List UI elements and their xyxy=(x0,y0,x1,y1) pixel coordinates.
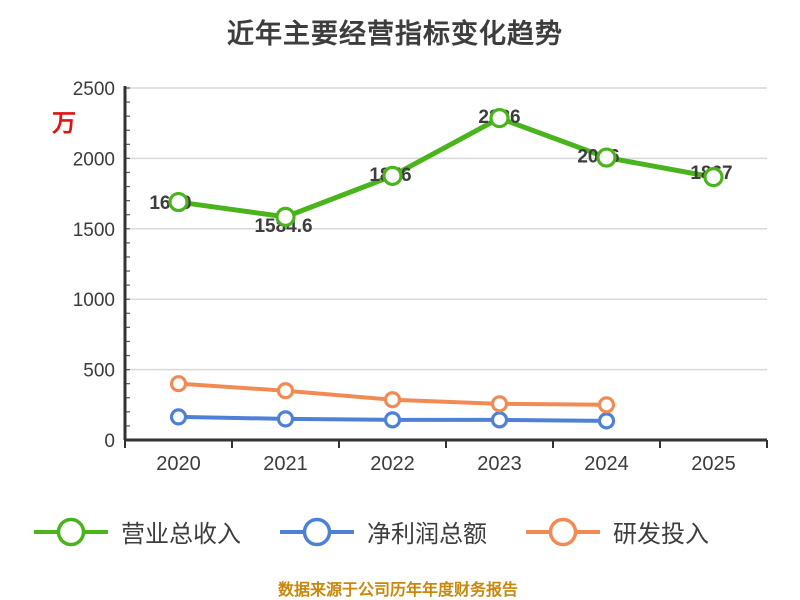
series-lines xyxy=(176,115,716,423)
chart-title: 近年主要经营指标变化趋势 xyxy=(227,19,563,49)
legend-item-series3[interactable]: 研发投入 xyxy=(523,514,709,549)
svg-text:2020: 2020 xyxy=(156,453,201,475)
line-circle-marker-icon xyxy=(280,517,354,546)
data-labels: 16901584.61876228620061867 xyxy=(149,107,732,237)
svg-text:2500: 2500 xyxy=(73,79,115,100)
line-circle-marker-icon xyxy=(34,517,108,546)
axes: 0 500 1000 1500 2000 2500 2020 2021 2022 2023 2024… xyxy=(73,79,768,475)
series-markers xyxy=(168,108,724,430)
legend-label-series2: 净利润总额 xyxy=(367,521,487,548)
svg-text:500: 500 xyxy=(83,361,115,382)
svg-text:2021: 2021 xyxy=(263,453,308,475)
svg-text:2000: 2000 xyxy=(73,149,115,170)
svg-text:2023: 2023 xyxy=(477,453,522,475)
svg-text:2024: 2024 xyxy=(584,453,629,475)
svg-text:0: 0 xyxy=(104,431,115,452)
gridlines xyxy=(125,87,767,371)
legend-label-series3: 研发投入 xyxy=(613,521,709,548)
chart-legend: 营业总收入 净利润总额 研发投入 xyxy=(0,514,740,549)
data-source-note: 数据来源于公司历年年度财务报告 xyxy=(277,582,518,599)
line-circle-marker-icon xyxy=(526,517,600,546)
svg-text:1500: 1500 xyxy=(73,220,115,241)
legend-label-series1: 营业总收入 xyxy=(121,521,241,548)
svg-text:2025: 2025 xyxy=(691,453,736,475)
legend-item-series2[interactable]: 净利润总额 xyxy=(277,514,487,549)
legend-item-series1[interactable]: 营业总收入 xyxy=(31,514,241,549)
svg-text:2022: 2022 xyxy=(370,453,415,475)
svg-text:1000: 1000 xyxy=(73,290,115,311)
y-axis-unit-label: 万 xyxy=(52,110,76,137)
